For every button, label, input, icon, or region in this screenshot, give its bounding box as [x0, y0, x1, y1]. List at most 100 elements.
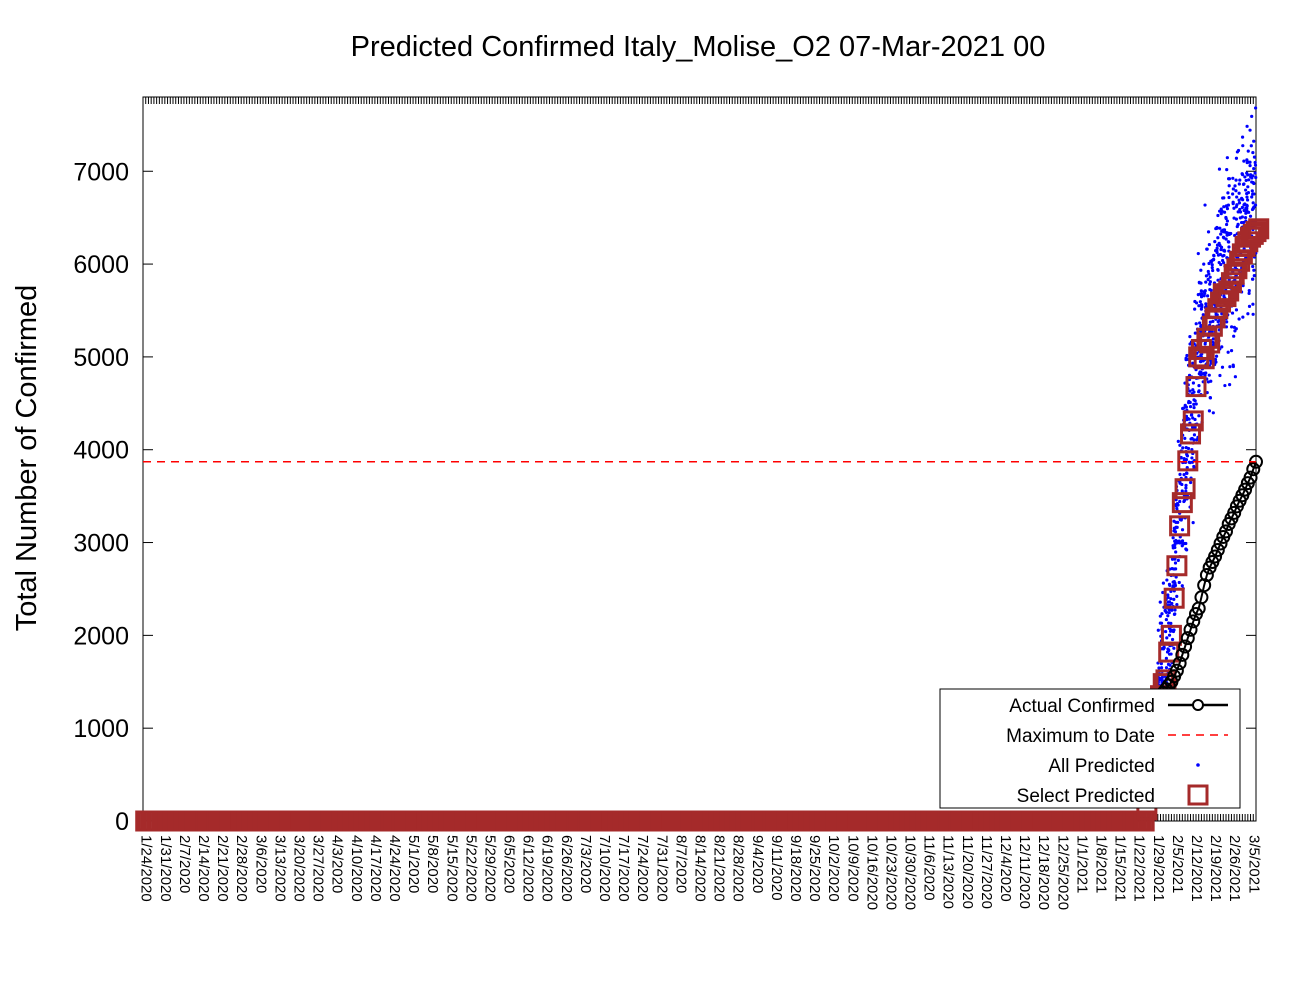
all-predicted-point: [1173, 608, 1177, 612]
all-predicted-point: [1198, 300, 1202, 304]
x-tick-label: 3/6/2020: [252, 835, 269, 893]
all-predicted-point: [1245, 124, 1249, 128]
all-predicted-point: [1199, 360, 1203, 364]
x-tick-label: 6/26/2020: [558, 835, 575, 902]
all-predicted-point: [1247, 178, 1251, 182]
all-predicted-point: [1225, 156, 1229, 160]
all-predicted-point: [1207, 272, 1211, 276]
x-tick-label: 4/17/2020: [367, 835, 384, 902]
x-tick-label: 5/8/2020: [424, 835, 441, 893]
all-predicted-point: [1192, 464, 1196, 469]
all-predicted-point: [1198, 321, 1202, 325]
all-predicted-point: [1219, 232, 1223, 236]
all-predicted-point: [1232, 334, 1236, 338]
all-predicted-point: [1195, 438, 1199, 442]
all-predicted-point: [1188, 342, 1192, 346]
all-predicted-point: [1253, 160, 1257, 165]
all-predicted-point: [1200, 305, 1204, 309]
select-predicted-point: [1196, 327, 1218, 349]
all-predicted-point: [1159, 662, 1163, 666]
all-predicted-point: [1185, 471, 1189, 476]
all-predicted-point: [1207, 373, 1211, 377]
all-predicted-point: [1203, 203, 1207, 207]
all-predicted-point: [1215, 246, 1219, 250]
all-predicted-point: [1218, 373, 1222, 378]
all-predicted-point: [1227, 184, 1231, 188]
select-predicted-point: [1193, 348, 1215, 370]
x-tick-label: 2/28/2020: [233, 835, 250, 902]
all-predicted-point: [1206, 230, 1211, 234]
all-predicted-point: [1169, 652, 1173, 656]
all-predicted-point: [1221, 196, 1225, 200]
all-predicted-point: [1157, 666, 1161, 670]
all-predicted-point: [1248, 160, 1252, 164]
all-predicted-point: [1237, 191, 1241, 195]
x-tick-label: 9/18/2020: [787, 835, 804, 902]
all-predicted-point: [1160, 612, 1164, 616]
all-predicted-point: [1188, 405, 1193, 409]
all-predicted-point: [1235, 195, 1239, 199]
all-predicted-point: [1188, 389, 1192, 393]
all-predicted-point: [1248, 214, 1253, 218]
select-predicted-point: [1223, 263, 1245, 285]
select-predicted-point: [1171, 492, 1193, 514]
all-predicted-point: [1180, 489, 1184, 493]
all-predicted-point: [1213, 240, 1217, 244]
all-predicted-point: [1180, 544, 1184, 548]
all-predicted-point: [1222, 248, 1226, 253]
x-tick-label: 10/2/2020: [825, 835, 842, 902]
all-predicted-point: [1216, 236, 1220, 240]
all-predicted-point: [1205, 247, 1209, 251]
all-predicted-point: [1180, 539, 1185, 543]
all-predicted-point: [1184, 405, 1188, 409]
y-tick-label: 0: [115, 808, 129, 836]
all-predicted-point: [1222, 205, 1226, 209]
x-tick-label: 2/14/2020: [195, 835, 212, 902]
all-predicted-point: [1240, 215, 1244, 219]
all-predicted-point: [1240, 205, 1244, 210]
all-predicted-point: [1242, 203, 1246, 207]
all-predicted-point: [1217, 167, 1222, 171]
all-predicted-point: [1207, 409, 1212, 413]
all-predicted-point: [1232, 325, 1236, 329]
all-predicted-point: [1189, 413, 1194, 417]
all-predicted-point: [1193, 331, 1197, 335]
all-predicted-point: [1196, 251, 1200, 256]
all-predicted-point: [1252, 268, 1256, 272]
all-predicted-point: [1211, 319, 1215, 323]
all-predicted-point: [1245, 171, 1249, 175]
all-predicted-point: [1218, 226, 1222, 230]
select-predicted-point: [1215, 286, 1237, 308]
all-predicted-point: [1243, 175, 1247, 179]
legend-swatch-marker: [1192, 699, 1204, 711]
y-tick-label: 5000: [73, 344, 129, 372]
all-predicted-point: [1204, 280, 1208, 284]
all-predicted-point: [1182, 406, 1186, 410]
x-tick-label: 1/1/2021: [1073, 835, 1090, 893]
x-tick-label: 10/16/2020: [863, 835, 880, 910]
all-predicted-point: [1184, 489, 1188, 493]
all-predicted-point: [1215, 226, 1219, 230]
all-predicted-point: [1175, 603, 1179, 607]
select-predicted-point: [1169, 515, 1191, 537]
all-predicted-point: [1177, 580, 1181, 585]
all-predicted-point: [1242, 182, 1246, 186]
all-predicted-point: [1204, 274, 1209, 278]
actual-confirmed-point: [1243, 470, 1258, 485]
all-predicted-point: [1240, 135, 1245, 139]
actual-confirmed-point: [1180, 631, 1195, 646]
all-predicted-point: [1235, 150, 1240, 154]
all-predicted-point: [1191, 388, 1195, 392]
all-predicted-point: [1242, 208, 1246, 213]
x-tick-label: 12/25/2020: [1054, 835, 1071, 910]
all-predicted-point: [1216, 213, 1220, 218]
all-predicted-point: [1248, 164, 1252, 168]
all-predicted-point: [1249, 144, 1253, 148]
all-predicted-point: [1197, 389, 1201, 393]
all-predicted-point: [1159, 621, 1164, 625]
x-tick-label: 10/9/2020: [844, 835, 861, 902]
all-predicted-point: [1185, 417, 1189, 422]
all-predicted-point: [1161, 647, 1166, 651]
all-predicted-point: [1212, 253, 1216, 258]
all-predicted-point: [1182, 498, 1187, 503]
